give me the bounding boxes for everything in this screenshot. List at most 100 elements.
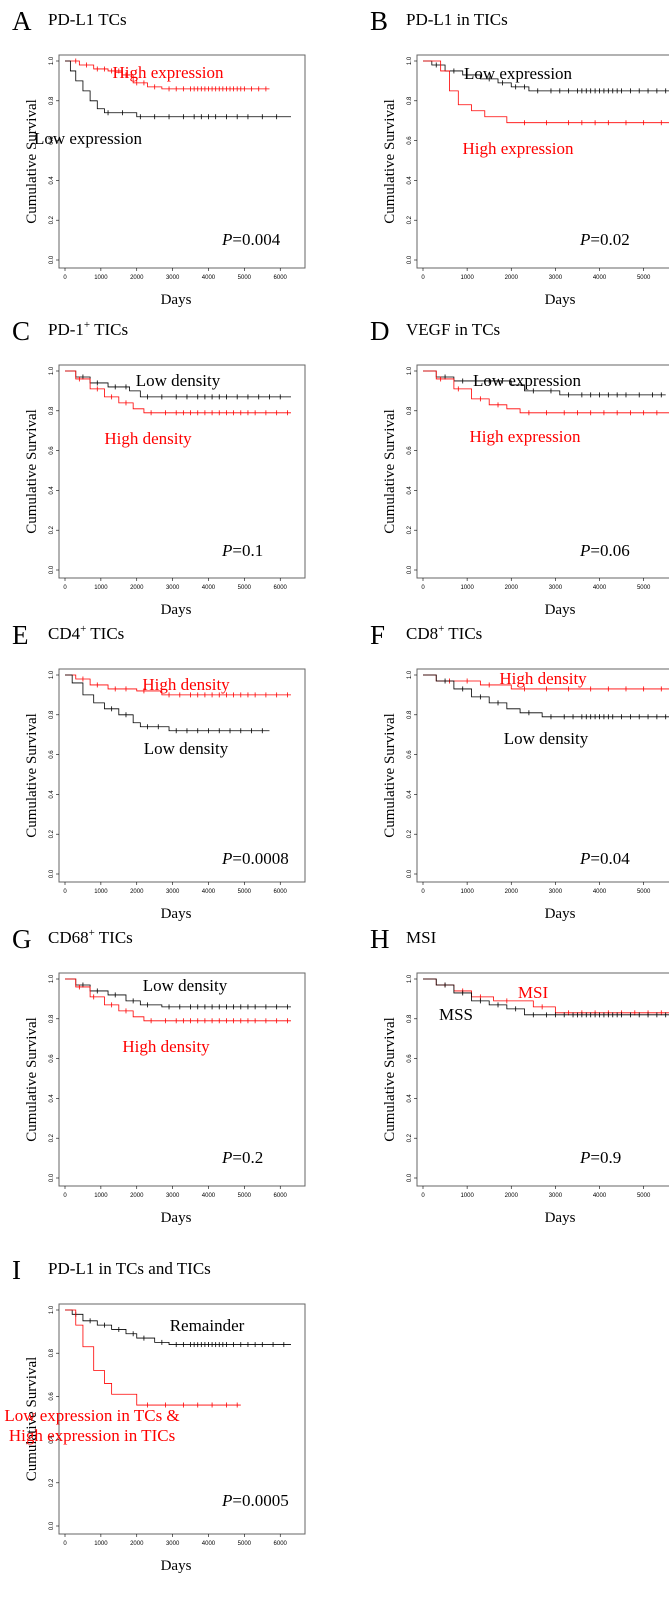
x-tick-label: 3000 <box>166 1193 180 1199</box>
x-tick-label: 3000 <box>549 275 563 281</box>
x-axis-label: Days <box>545 906 576 922</box>
y-tick-label: 0.8 <box>49 96 55 105</box>
p-value: P=0.1 <box>221 541 263 560</box>
y-tick-label: 0.6 <box>49 1054 55 1063</box>
x-tick-label: 4000 <box>202 275 216 281</box>
series-label: High expression <box>113 63 224 82</box>
series-label: MSS <box>439 1005 473 1024</box>
p-value: P=0.06 <box>579 541 630 560</box>
x-tick-label: 4000 <box>202 585 216 591</box>
y-axis-label: Cumulative Survival <box>382 99 398 224</box>
series-label: High expression <box>470 427 581 446</box>
x-tick-label: 0 <box>421 585 425 591</box>
panel-title: PD-L1 in TICs <box>406 10 508 29</box>
x-tick-label: 0 <box>63 1193 67 1199</box>
x-tick-label: 1000 <box>460 1193 474 1199</box>
x-axis-label: Days <box>161 602 192 618</box>
panel-g: G CD68+ TICs 0.0 0.2 0.4 0.6 0.8 1.0 0 1000 2000 30… <box>12 924 306 1226</box>
series-label: Low density <box>144 739 229 758</box>
x-axis-label: Days <box>161 292 192 308</box>
series-label: Remainder <box>170 1316 245 1335</box>
series-label: High density <box>122 1037 210 1056</box>
panel-title: CD4+ TICs <box>48 623 124 643</box>
series-label: Low expression <box>34 129 143 148</box>
plot-frame <box>416 54 669 269</box>
x-tick-label: 6000 <box>274 1541 288 1547</box>
x-tick-label: 5000 <box>238 889 252 895</box>
plot-frame <box>58 972 306 1187</box>
panel-title: CD68+ TICs <box>48 927 133 947</box>
y-tick-label: 0.8 <box>407 96 413 105</box>
y-tick-label: 0.8 <box>49 1348 55 1357</box>
x-axis-label: Days <box>545 1210 576 1226</box>
y-tick-label: 0.4 <box>49 1435 55 1444</box>
x-tick-label: 0 <box>63 889 67 895</box>
panel-title: VEGF in TCs <box>406 320 500 339</box>
x-tick-label: 1000 <box>460 889 474 895</box>
p-value: P=0.0005 <box>221 1491 289 1510</box>
p-value: P=0.9 <box>579 1148 621 1167</box>
x-tick-label: 4000 <box>593 889 607 895</box>
panel-letter: G <box>12 924 32 954</box>
x-tick-label: 3000 <box>166 889 180 895</box>
series-line-low-expression <box>65 60 291 118</box>
panel-d: D VEGF in TCs 0.0 0.2 0.4 0.6 0.8 1.0 0 1000 2000 3… <box>370 316 669 618</box>
x-tick-label: 6000 <box>274 585 288 591</box>
x-tick-label: 0 <box>421 1193 425 1199</box>
x-tick-label: 4000 <box>202 1193 216 1199</box>
series-label: Low expression <box>473 371 582 390</box>
panel-letter: B <box>370 6 388 36</box>
x-tick-label: 5000 <box>637 1193 651 1199</box>
series-label: MSI <box>518 983 549 1002</box>
y-tick-label: 0.6 <box>49 750 55 759</box>
plot-frame <box>58 54 306 269</box>
y-tick-label: 0.2 <box>49 829 55 838</box>
x-axis-label: Days <box>161 906 192 922</box>
x-axis-label: Days <box>161 1558 192 1574</box>
x-tick-label: 6000 <box>274 889 288 895</box>
x-tick-label: 5000 <box>238 275 252 281</box>
x-tick-label: 2000 <box>130 585 144 591</box>
y-tick-label: 0.6 <box>49 1392 55 1401</box>
y-tick-label: 0.0 <box>49 1173 55 1182</box>
plot-frame <box>58 1303 306 1535</box>
y-tick-label: 0.0 <box>407 1173 413 1182</box>
x-tick-label: 5000 <box>238 585 252 591</box>
y-tick-label: 0.4 <box>49 176 55 185</box>
x-tick-label: 0 <box>421 275 425 281</box>
panel-letter: D <box>370 316 390 346</box>
y-tick-label: 0.2 <box>49 525 55 534</box>
y-tick-label: 0.8 <box>49 406 55 415</box>
x-tick-label: 1000 <box>94 585 108 591</box>
y-tick-label: 0.2 <box>49 1133 55 1142</box>
x-tick-label: 0 <box>63 585 67 591</box>
y-tick-label: 0.4 <box>49 790 55 799</box>
y-tick-label: 0.0 <box>49 1521 55 1530</box>
y-tick-label: 1.0 <box>407 974 413 983</box>
x-tick-label: 1000 <box>94 889 108 895</box>
y-tick-label: 0.6 <box>407 136 413 145</box>
x-tick-label: 2000 <box>130 889 144 895</box>
series-label: High density <box>104 429 192 448</box>
panel-title: PD-L1 in TCs and TICs <box>48 1259 211 1278</box>
panel-title: PD-L1 TCs <box>48 10 127 29</box>
series-line-high-expression <box>423 60 669 124</box>
x-tick-label: 3000 <box>166 1541 180 1547</box>
x-tick-label: 4000 <box>202 889 216 895</box>
y-tick-label: 0.8 <box>407 710 413 719</box>
p-value: P=0.2 <box>221 1148 263 1167</box>
x-tick-label: 6000 <box>274 275 288 281</box>
panel-a: A PD-L1 TCs 0.0 0.2 0.4 0.6 0.8 1.0 0 1000 2000 300… <box>12 6 306 308</box>
y-tick-label: 0.0 <box>49 869 55 878</box>
y-tick-label: 0.2 <box>49 1478 55 1487</box>
x-tick-label: 1000 <box>460 275 474 281</box>
y-tick-label: 0.0 <box>49 255 55 264</box>
x-tick-label: 5000 <box>637 585 651 591</box>
x-tick-label: 4000 <box>593 585 607 591</box>
series-line-low-density <box>65 978 291 1008</box>
y-axis-label: Cumulative Survival <box>382 1017 398 1142</box>
y-tick-label: 0.4 <box>49 1094 55 1103</box>
panel-letter: C <box>12 316 30 346</box>
y-tick-label: 0.4 <box>407 1094 413 1103</box>
y-axis-label: Cumulative Survival <box>382 713 398 838</box>
